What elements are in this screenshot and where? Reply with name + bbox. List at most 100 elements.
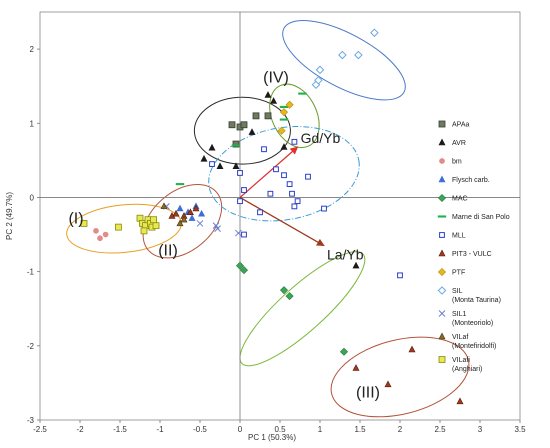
data-point [248, 128, 256, 135]
data-point [232, 162, 240, 169]
legend-marker [438, 138, 446, 146]
cluster-ellipse-5 [282, 20, 406, 101]
legend-label: Marne di San Polo [452, 214, 510, 221]
series-6 [175, 92, 307, 186]
legend-label: AVR [452, 140, 466, 147]
data-point [279, 118, 289, 121]
data-point [370, 28, 379, 38]
vector-arrow [239, 146, 299, 198]
data-point [196, 220, 204, 227]
data-point [298, 92, 307, 95]
series-3 [93, 227, 109, 242]
x-tick-label: 0.5 [274, 425, 286, 434]
cluster-ellipse-6 [208, 126, 360, 222]
data-point [252, 112, 260, 120]
legend-marker [437, 267, 447, 277]
y-tick-label: 2 [30, 45, 35, 54]
data-point [209, 161, 215, 167]
legend-entry: MLL [439, 232, 466, 240]
legend-entry: SIL1 (Monteoriolo) [438, 310, 493, 327]
legend-marker [437, 215, 447, 218]
data-point [354, 50, 363, 60]
data-point [216, 162, 224, 169]
data-point [264, 112, 272, 120]
series-7 [209, 138, 403, 279]
data-point [384, 380, 392, 388]
vector-arrow [239, 196, 325, 247]
data-point [291, 138, 298, 145]
legend-marker [437, 286, 447, 295]
data-point [235, 261, 245, 270]
x-tick-label: -0.5 [193, 425, 207, 434]
legend-entry: VILaf (Montefiridolfi) [438, 332, 496, 350]
legend-entry: bm [439, 158, 462, 166]
data-point [235, 229, 242, 237]
data-point [80, 220, 88, 227]
data-point [200, 154, 208, 162]
legend-label: VILafi (Anghiari) [452, 357, 482, 373]
legend-label: MLL [452, 233, 466, 240]
y-tick-label: -3 [27, 416, 35, 425]
data-point [456, 397, 464, 405]
series-8 [168, 204, 464, 405]
data-point [237, 170, 243, 176]
data-point [175, 183, 185, 186]
data-point [280, 143, 288, 150]
legend-marker [438, 332, 446, 340]
data-point [93, 227, 99, 234]
data-point [314, 75, 323, 85]
legend-entry: APAa [438, 120, 469, 129]
data-point [277, 126, 286, 135]
y-tick-label: 0 [30, 193, 35, 202]
y-tick-label: 1 [30, 119, 35, 128]
data-point [172, 209, 180, 217]
data-point [208, 143, 216, 151]
data-point [140, 227, 148, 235]
legend-label: Flysch carb. [452, 177, 490, 184]
data-point [261, 146, 267, 153]
legend-marker [438, 249, 446, 257]
data-point [286, 181, 293, 188]
x-tick-label: 3 [478, 425, 483, 434]
data-point [214, 225, 221, 232]
legend-marker [439, 158, 445, 164]
legend-label: SIL1 (Monteoriolo) [452, 311, 493, 327]
legend-entry: Flysch carb. [438, 175, 490, 184]
y-tick-label: -1 [27, 268, 35, 277]
vector-label: Gd/Yb [301, 130, 341, 146]
legend-label: VILaf (Montefiridolfi) [452, 334, 496, 350]
data-point [285, 292, 294, 301]
data-point [115, 223, 122, 231]
legend-marker [438, 120, 446, 128]
cluster-ellipse-8 [330, 336, 470, 418]
group-label: (I) [68, 210, 83, 227]
data-points [80, 28, 464, 405]
data-point [231, 144, 241, 147]
data-point [188, 214, 196, 221]
data-point [102, 231, 109, 238]
series-10 [311, 28, 379, 90]
x-tick-label: -2 [76, 425, 84, 434]
x-axis-title: PC 1 (50.3%) [248, 433, 296, 442]
legend-label: SIL (Monta Taurina) [452, 288, 501, 304]
data-point [315, 65, 325, 75]
group-label: (IV) [263, 69, 289, 86]
data-point [176, 204, 184, 212]
x-tick-label: 2.5 [434, 425, 446, 434]
legend-entry: VILafi (Anghiari) [438, 356, 482, 373]
series-13 [80, 214, 160, 235]
loading-vectors: Gd/Yb La/Yb [239, 130, 364, 263]
x-tick-label: 1 [318, 425, 323, 434]
x-tick-label: -1.5 [113, 425, 127, 434]
data-point [180, 215, 188, 223]
data-point [232, 140, 240, 148]
data-point [408, 345, 416, 353]
data-point [176, 219, 184, 227]
data-point [294, 198, 301, 205]
data-point [279, 286, 289, 295]
data-point [305, 173, 311, 180]
data-point [241, 187, 247, 193]
data-point [397, 272, 403, 279]
cluster-ellipse-3 [193, 96, 291, 165]
data-point [97, 235, 103, 242]
